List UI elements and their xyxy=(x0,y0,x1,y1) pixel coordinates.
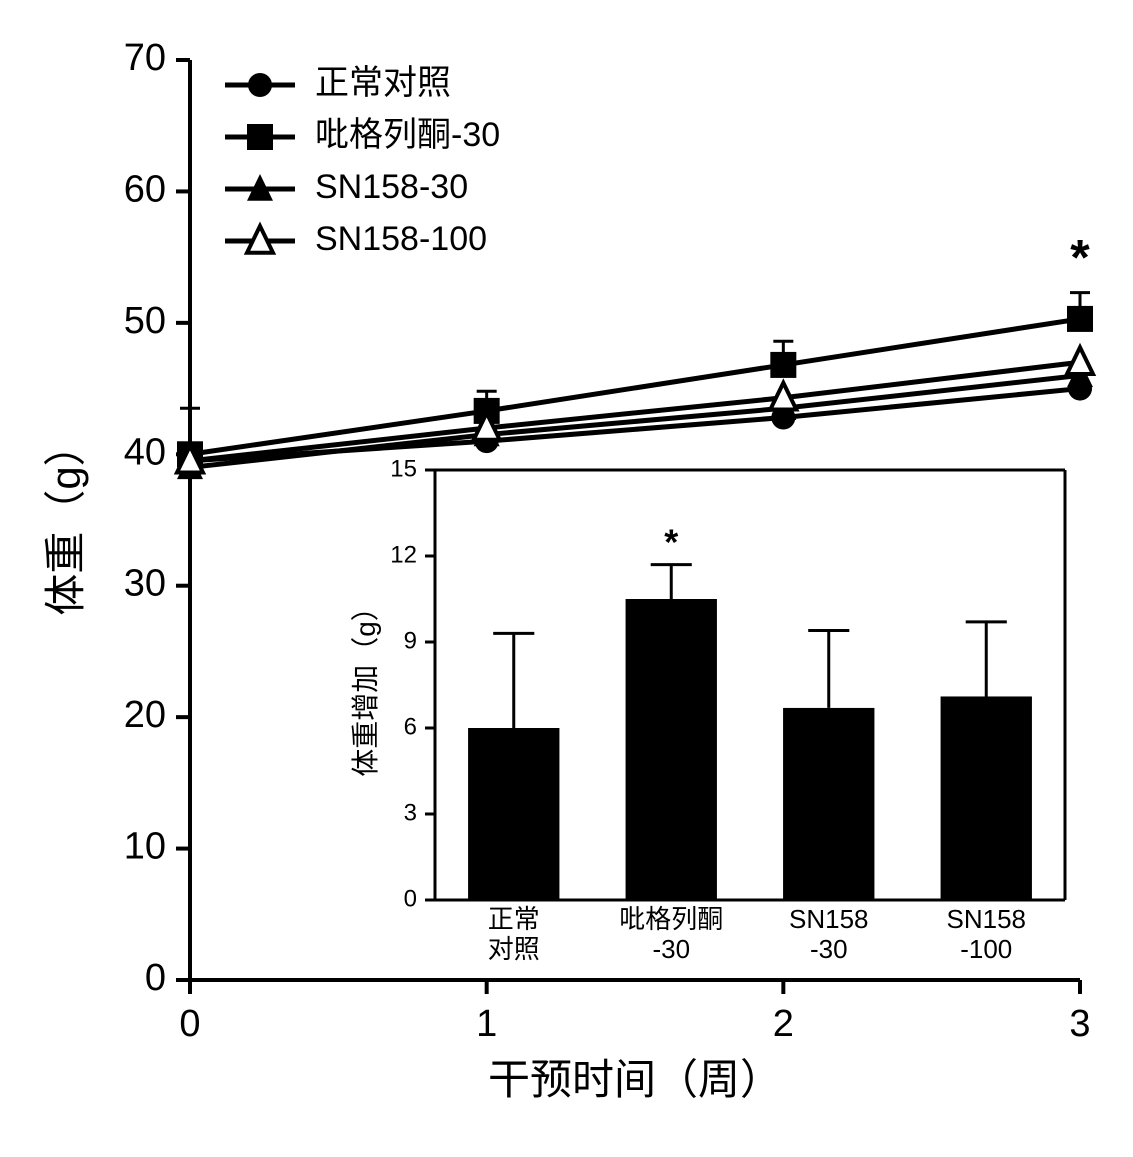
inset-y-tick-label: 9 xyxy=(404,627,417,654)
series-marker-pio30 xyxy=(770,352,796,378)
legend-label: SN158-30 xyxy=(315,168,468,206)
inset-bar-pio30 xyxy=(626,599,717,900)
inset-y-tick-label: 3 xyxy=(404,799,417,826)
figure-svg: 0102030405060700123干预时间（周）体重（g）*正常对照吡格列酮… xyxy=(0,0,1133,1157)
inset-y-tick-label: 12 xyxy=(390,541,417,568)
inset-cat-label: -30 xyxy=(652,934,690,964)
y-tick-label: 30 xyxy=(124,563,166,605)
y-tick-label: 10 xyxy=(124,826,166,868)
inset-bar-normal xyxy=(468,728,559,900)
legend-swatch-marker xyxy=(248,73,272,97)
series-marker-sn158_100 xyxy=(1067,347,1093,374)
inset-cat-label: SN158 xyxy=(947,904,1027,934)
inset-cat-label: 吡格列酮 xyxy=(619,904,723,934)
inset-cat-label: -30 xyxy=(810,934,848,964)
inset-y-tick-label: 6 xyxy=(404,713,417,740)
x-tick-label: 3 xyxy=(1069,1003,1090,1045)
sig-star: * xyxy=(1070,230,1090,286)
series-line-normal xyxy=(190,389,1080,461)
legend-swatch-marker xyxy=(247,124,273,150)
y-axis-label: 体重（g） xyxy=(42,424,89,615)
series-marker-pio30 xyxy=(1067,306,1093,332)
figure-root: { "canvas": { "w": 1133, "h": 1157 }, "c… xyxy=(0,0,1133,1157)
y-tick-label: 0 xyxy=(145,957,166,999)
x-tick-label: 1 xyxy=(476,1003,497,1045)
y-tick-label: 70 xyxy=(124,37,166,79)
x-tick-label: 2 xyxy=(773,1003,794,1045)
inset-bar-sn158_30 xyxy=(783,708,874,900)
inset-y-tick-label: 15 xyxy=(390,455,417,482)
inset-cat-label: 正常 xyxy=(488,904,540,934)
inset-cat-label: 对照 xyxy=(488,934,540,964)
inset-cat-label: -100 xyxy=(960,934,1012,964)
x-axis-label: 干预时间（周） xyxy=(488,1056,782,1103)
x-tick-label: 0 xyxy=(179,1003,200,1045)
legend-label: 正常对照 xyxy=(315,64,451,102)
y-tick-label: 60 xyxy=(124,168,166,210)
inset-y-axis-label: 体重增加（g） xyxy=(350,593,381,777)
inset-y-tick-label: 0 xyxy=(404,885,417,912)
y-tick-label: 20 xyxy=(124,694,166,736)
series-line-pio30 xyxy=(190,319,1080,454)
y-tick-label: 50 xyxy=(124,300,166,342)
inset-cat-label: SN158 xyxy=(789,904,869,934)
legend-label: SN158-100 xyxy=(315,220,487,258)
series-line-sn158_100 xyxy=(190,362,1080,461)
y-tick-label: 40 xyxy=(124,431,166,473)
legend-label: 吡格列酮-30 xyxy=(315,116,500,154)
inset-bar-sn158_100 xyxy=(941,696,1032,900)
inset-sig-star: * xyxy=(664,522,678,563)
